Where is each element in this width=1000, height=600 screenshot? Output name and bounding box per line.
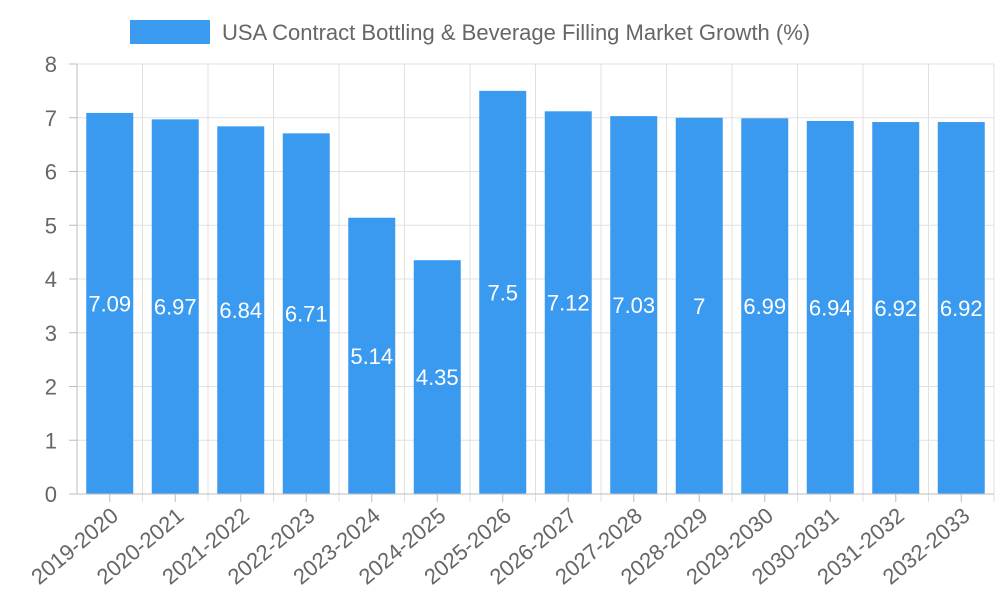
y-tick-label: 2 — [45, 375, 57, 400]
data-label: 6.92 — [874, 296, 917, 321]
bar[interactable] — [479, 90, 527, 494]
y-axis-ticks: 0 1 2 3 4 5 6 7 8 — [45, 52, 77, 507]
y-tick-label: 6 — [45, 160, 57, 185]
legend[interactable]: USA Contract Bottling & Beverage Filling… — [130, 20, 810, 45]
bar[interactable] — [872, 122, 920, 495]
gridlines — [77, 63, 995, 502]
data-label: 6.71 — [285, 302, 328, 327]
bar[interactable] — [741, 118, 789, 494]
bar[interactable] — [282, 133, 330, 494]
data-label: 6.99 — [743, 294, 786, 319]
data-label: 5.14 — [350, 344, 393, 369]
data-labels: 7.09 6.97 6.84 6.71 5.14 4.35 7.5 7.12 7.03 7 6.99… — [88, 280, 982, 390]
bar[interactable] — [151, 119, 199, 495]
bar[interactable] — [675, 117, 723, 494]
y-tick-label: 4 — [45, 267, 57, 292]
bar[interactable] — [937, 122, 985, 495]
y-tick-label: 0 — [45, 482, 57, 507]
data-label: 6.84 — [219, 298, 262, 323]
data-label: 7.5 — [487, 280, 518, 305]
data-label: 7.09 — [88, 291, 131, 316]
data-label: 6.94 — [809, 295, 852, 320]
bar[interactable] — [610, 116, 658, 494]
y-tick-label: 5 — [45, 213, 57, 238]
bar[interactable] — [217, 126, 265, 494]
y-tick-label: 3 — [45, 321, 57, 346]
bar[interactable] — [348, 217, 396, 494]
bar[interactable] — [544, 111, 592, 495]
data-label: 6.97 — [154, 295, 197, 320]
y-tick-label: 1 — [45, 428, 57, 453]
legend-label: USA Contract Bottling & Beverage Filling… — [222, 20, 810, 45]
bar[interactable] — [806, 120, 854, 494]
x-axis-ticks: 2019-20202020-20212021-20222022-20232023… — [26, 494, 974, 589]
y-tick-label: 7 — [45, 106, 57, 131]
data-label: 7.03 — [612, 293, 655, 318]
data-label: 7 — [693, 294, 705, 319]
y-tick-label: 8 — [45, 52, 57, 77]
data-label: 7.12 — [547, 291, 590, 316]
bar[interactable] — [413, 260, 461, 494]
data-label: 4.35 — [416, 365, 459, 390]
data-label: 6.92 — [940, 296, 983, 321]
bar[interactable] — [86, 112, 134, 494]
bars — [86, 90, 985, 495]
legend-swatch — [130, 20, 210, 44]
